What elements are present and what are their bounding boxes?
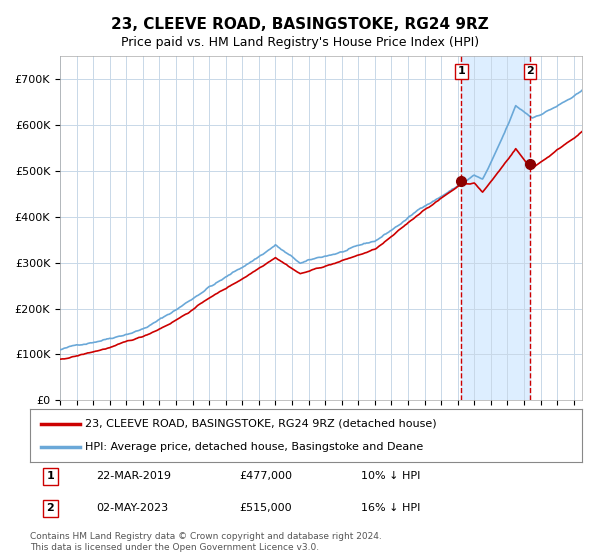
Text: 2: 2 xyxy=(47,503,55,514)
Text: 22-MAR-2019: 22-MAR-2019 xyxy=(96,471,171,481)
Text: 2: 2 xyxy=(526,66,533,76)
Text: 23, CLEEVE ROAD, BASINGSTOKE, RG24 9RZ: 23, CLEEVE ROAD, BASINGSTOKE, RG24 9RZ xyxy=(111,17,489,32)
Text: Price paid vs. HM Land Registry's House Price Index (HPI): Price paid vs. HM Land Registry's House … xyxy=(121,36,479,49)
Text: 1: 1 xyxy=(458,66,466,76)
Bar xyxy=(461,56,530,400)
Text: This data is licensed under the Open Government Licence v3.0.: This data is licensed under the Open Gov… xyxy=(30,543,319,552)
Text: 1: 1 xyxy=(47,471,55,481)
Text: 02-MAY-2023: 02-MAY-2023 xyxy=(96,503,169,514)
Text: 16% ↓ HPI: 16% ↓ HPI xyxy=(361,503,421,514)
Text: 10% ↓ HPI: 10% ↓ HPI xyxy=(361,471,421,481)
Text: Contains HM Land Registry data © Crown copyright and database right 2024.: Contains HM Land Registry data © Crown c… xyxy=(30,532,382,541)
Text: £515,000: £515,000 xyxy=(240,503,292,514)
Text: 23, CLEEVE ROAD, BASINGSTOKE, RG24 9RZ (detached house): 23, CLEEVE ROAD, BASINGSTOKE, RG24 9RZ (… xyxy=(85,419,437,429)
Text: £477,000: £477,000 xyxy=(240,471,293,481)
Text: HPI: Average price, detached house, Basingstoke and Deane: HPI: Average price, detached house, Basi… xyxy=(85,442,424,452)
